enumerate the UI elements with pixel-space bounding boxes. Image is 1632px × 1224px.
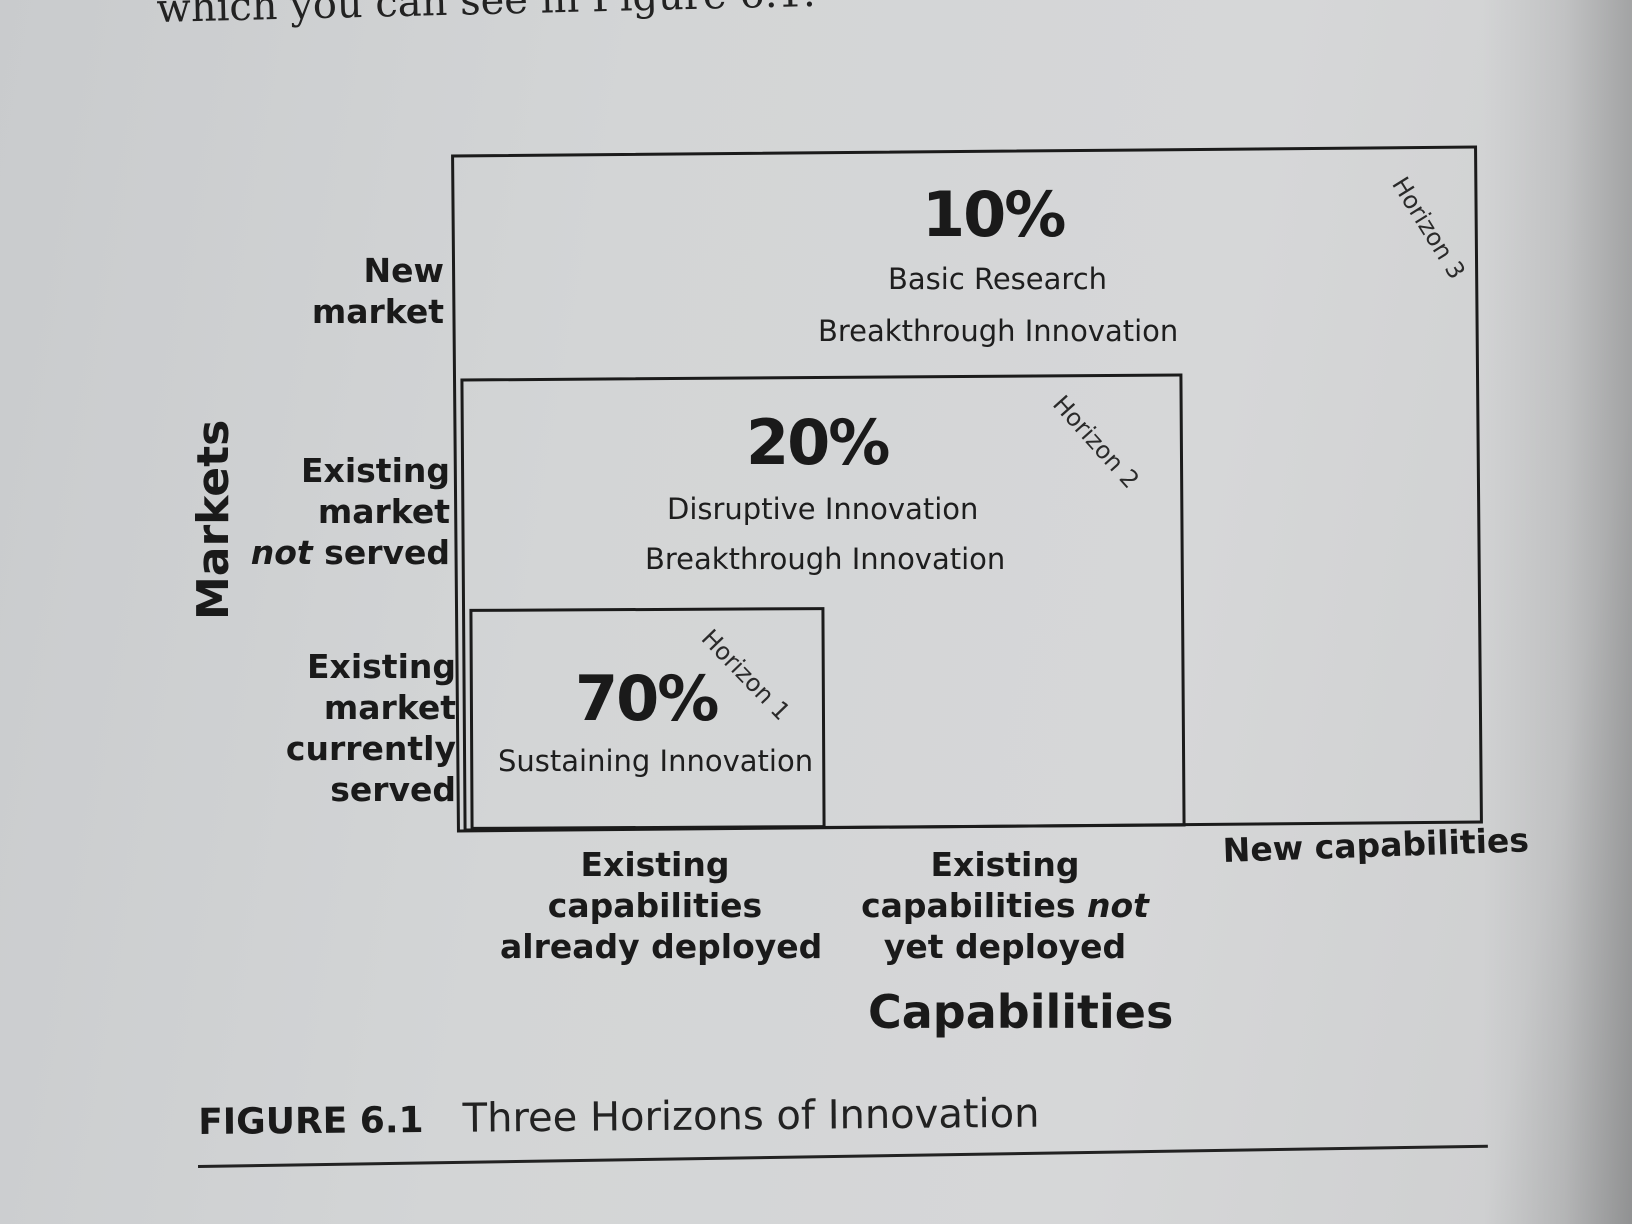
caption-rule <box>198 1144 1488 1168</box>
intro-text: which you can see in Figure 6.1. <box>156 0 817 32</box>
horizon-2-percent: 20% <box>746 406 890 479</box>
market-row-not-served: Existing market not served <box>250 451 450 572</box>
capability-col-already-deployed: Existing capabilities already deployed <box>500 845 823 966</box>
capabilities-axis-label: Capabilities <box>868 985 1174 1039</box>
horizon-3-percent: 10% <box>922 178 1066 251</box>
figure-caption: FIGURE 6.1 Three Horizons of Innovation <box>198 1091 1040 1144</box>
market-row-currently-served: Existing market currently served <box>285 647 456 809</box>
horizon-1-desc-1: Sustaining Innovation <box>498 744 814 778</box>
markets-axis-label: Markets <box>188 419 239 620</box>
market-row-new: New market <box>311 251 444 331</box>
page-gutter-shadow <box>1482 0 1632 1224</box>
horizon-3-desc-1: Basic Research <box>888 262 1108 296</box>
horizon-1-percent: 70% <box>575 662 719 735</box>
horizon-3-desc-2: Breakthrough Innovation <box>818 314 1179 348</box>
horizon-2-desc-2: Breakthrough Innovation <box>645 542 1006 576</box>
capability-col-not-yet-deployed: Existing capabilities not yet deployed <box>861 845 1149 966</box>
figure-number: FIGURE 6.1 <box>198 1100 424 1143</box>
horizon-2-desc-1: Disruptive Innovation <box>667 492 979 526</box>
figure-title: Three Horizons of Innovation <box>462 1090 1040 1142</box>
